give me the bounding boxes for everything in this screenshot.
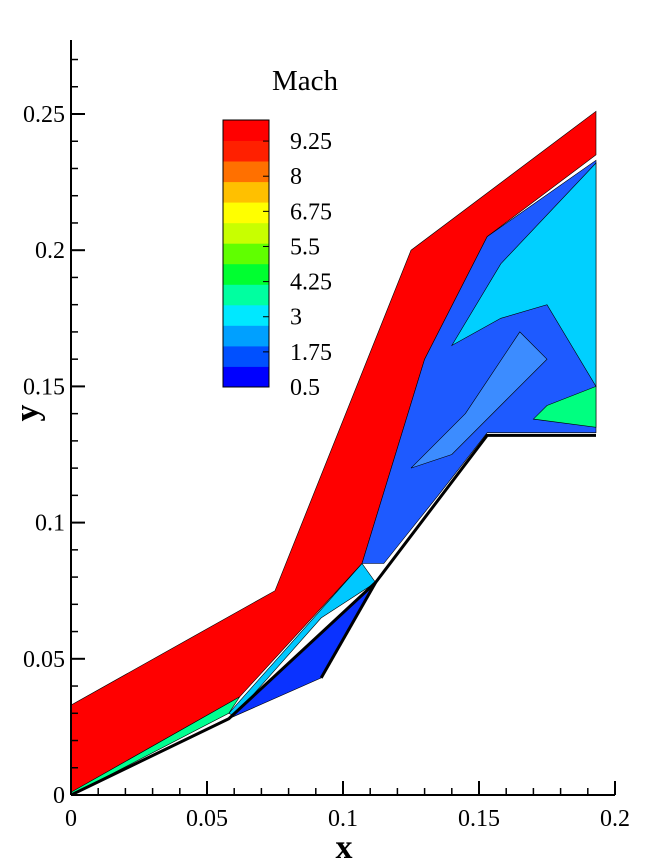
legend-label: 3	[290, 305, 302, 331]
legend-label: 9.25	[290, 129, 332, 155]
x-tick-label: 0.2	[600, 806, 630, 832]
legend-color-band	[223, 181, 269, 203]
y-tick-label: 0	[53, 783, 65, 809]
y-tick-label: 0.1	[35, 511, 65, 537]
legend-color-band	[223, 120, 269, 141]
legend-color-band	[223, 284, 269, 306]
legend-color-band	[223, 140, 269, 162]
legend-title: Mach	[272, 65, 339, 97]
legend-color-band	[223, 366, 269, 388]
x-tick-label: 0.05	[186, 806, 228, 832]
legend-color-band	[223, 263, 269, 285]
legend-color-band	[223, 345, 269, 367]
region-mid-core	[410, 331, 548, 469]
legend-color-band	[223, 161, 269, 183]
y-tick-label: 0.25	[23, 102, 65, 128]
x-tick-label: 0.15	[458, 806, 500, 832]
legend-label: 8	[290, 164, 302, 190]
y-tick-label: 0.05	[23, 647, 65, 673]
y-axis-title: y	[9, 405, 46, 422]
legend-label: 1.75	[290, 340, 332, 366]
legend-color-band	[223, 304, 269, 326]
legend-label: 0.5	[290, 375, 320, 401]
legend-color-band	[223, 325, 269, 347]
legend-bar-outline	[222, 119, 270, 388]
x-tick-label: 0.1	[328, 806, 358, 832]
y-tick-label: 0.2	[35, 238, 65, 264]
legend-color-band	[223, 222, 269, 244]
legend-label: 6.75	[290, 199, 332, 225]
x-axis-title: x	[336, 829, 353, 864]
y-tick-label: 0.15	[23, 374, 65, 400]
region-exit-jet	[532, 385, 597, 428]
cowl-wall	[319, 581, 377, 679]
legend-color-band	[223, 243, 269, 265]
legend-label: 4.25	[290, 270, 332, 296]
plot-area	[71, 110, 597, 796]
legend-color-band	[223, 202, 269, 224]
axes: 0 0.05 0.1 0.15 0.2 0 0.05 0.1 0.15 0.2 0.25	[23, 40, 630, 832]
region-freestream	[71, 110, 597, 793]
x-tick-label: 0	[65, 806, 77, 832]
legend-label: 5.5	[290, 234, 320, 260]
legend: Mach 9.25 8 6.75 5.5 4.25 3 1.75 0.5	[222, 65, 339, 401]
